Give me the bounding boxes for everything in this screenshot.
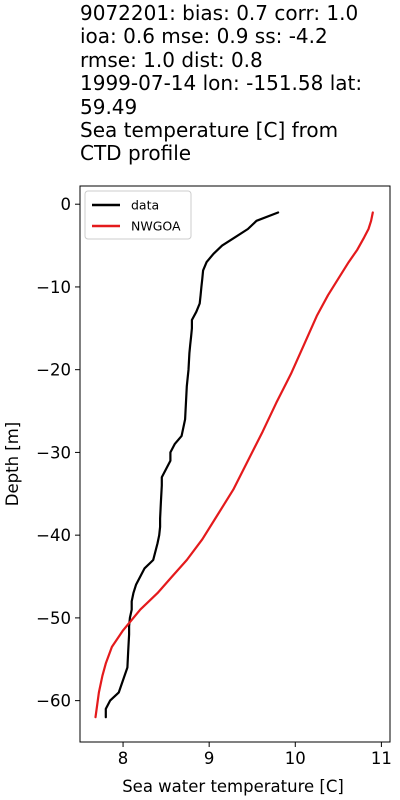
y-tick-label: −50 <box>36 609 71 628</box>
x-tick-label: 8 <box>118 749 129 768</box>
x-axis-ticks: 8 9 10 11 <box>118 742 392 768</box>
x-tick-label: 9 <box>204 749 215 768</box>
x-axis-label: Sea water temperature [C] <box>122 777 344 796</box>
y-tick-label: −60 <box>36 692 71 711</box>
legend-label-nwgoa: NWGOA <box>131 219 181 234</box>
y-tick-label: −30 <box>36 443 71 462</box>
y-tick-label: −10 <box>36 278 71 297</box>
y-axis-ticks: 0 −10 −20 −30 −40 −50 −60 <box>36 195 80 711</box>
y-tick-label: −40 <box>36 526 71 545</box>
y-tick-label: 0 <box>61 195 72 214</box>
series-line-data <box>104 211 280 719</box>
chart-title: 9072201: bias: 0.7 corr: 1.0 ioa: 0.6 ms… <box>80 1 363 166</box>
plot-frame <box>79 185 391 743</box>
x-tick-label: 10 <box>285 749 306 768</box>
series-line-nwgoa <box>94 211 374 719</box>
series-layer <box>94 211 374 719</box>
legend: data NWGOA <box>84 190 192 240</box>
legend-label-data: data <box>131 198 159 213</box>
y-tick-label: −20 <box>36 361 71 380</box>
x-tick-label: 11 <box>371 749 392 768</box>
y-axis-label: Depth [m] <box>3 422 22 506</box>
